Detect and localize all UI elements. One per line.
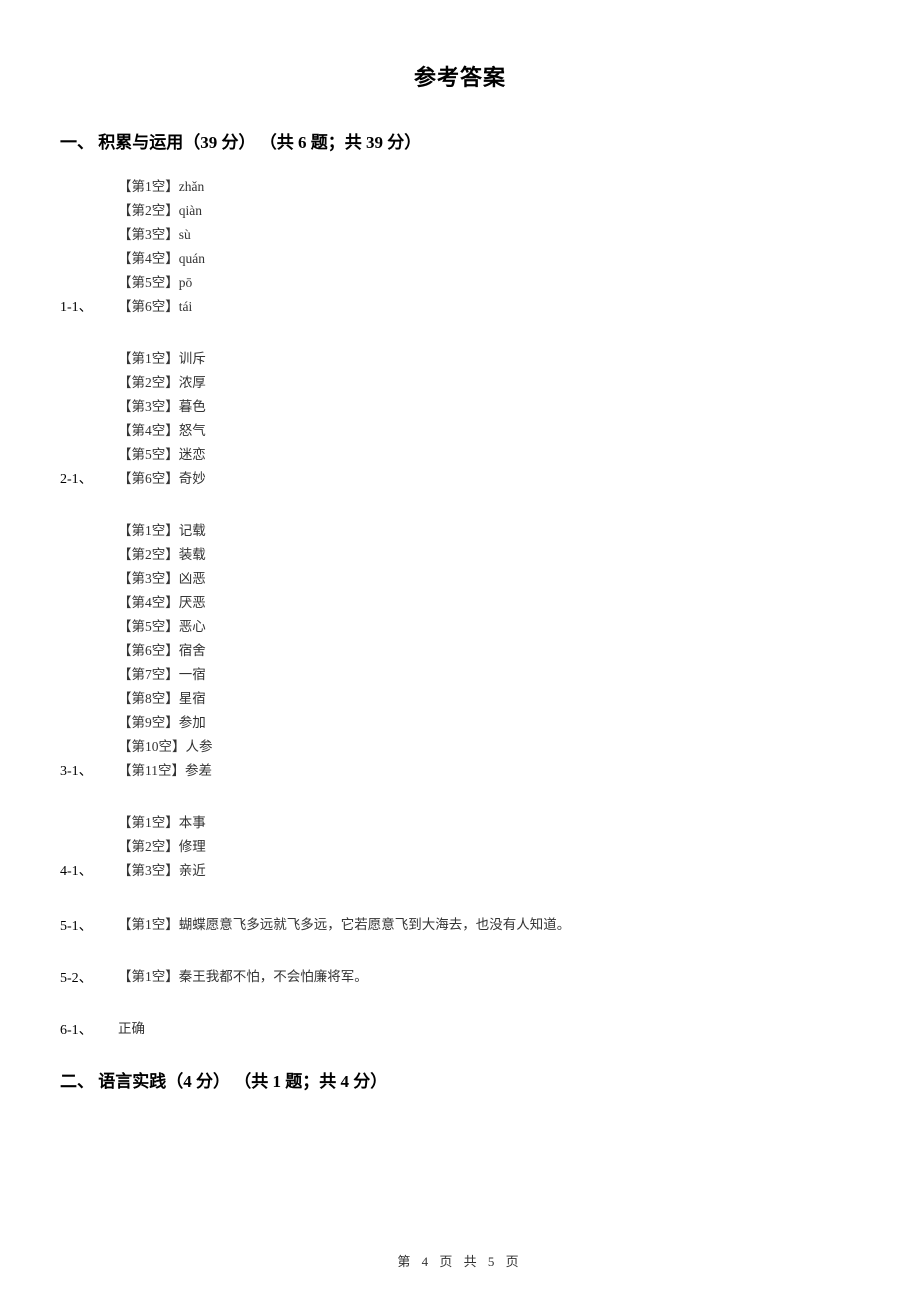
answer-line: 【第5空】pō	[118, 271, 860, 295]
answer-line: 【第4空】怒气	[118, 419, 860, 443]
answer-line: 【第3空】sù	[118, 223, 860, 247]
answer-single: 6-1、 正确	[60, 1019, 860, 1039]
answer-line: 【第6空】宿舍	[118, 639, 860, 663]
answer-line: 【第3空】暮色	[118, 395, 860, 419]
question-label: 2-1、	[60, 468, 93, 488]
answer-line: 【第3空】凶恶	[118, 567, 860, 591]
answer-line: 【第2空】修理	[118, 835, 860, 859]
answer-list: 【第1空】训斥 【第2空】浓厚 【第3空】暮色 【第4空】怒气 【第5空】迷恋 …	[118, 347, 860, 491]
answer-line: 【第7空】一宿	[118, 663, 860, 687]
question-label: 4-1、	[60, 860, 93, 880]
answer-block: 【第1空】训斥 【第2空】浓厚 【第3空】暮色 【第4空】怒气 【第5空】迷恋 …	[60, 347, 860, 491]
answer-line: 【第9空】参加	[118, 711, 860, 735]
answer-block: 【第1空】本事 【第2空】修理 【第3空】亲近 4-1、	[60, 811, 860, 883]
answer-line: 【第6空】tái	[118, 295, 860, 319]
answer-line: 【第1空】本事	[118, 811, 860, 835]
question-label: 5-1、	[60, 915, 93, 935]
answer-text: 【第1空】秦王我都不怕，不会怕廉将军。	[118, 967, 860, 987]
answer-line: 【第8空】星宿	[118, 687, 860, 711]
answer-line: 【第1空】zhǎn	[118, 175, 860, 199]
question-label: 5-2、	[60, 967, 93, 987]
question-label: 6-1、	[60, 1019, 93, 1039]
answer-line: 【第2空】装载	[118, 543, 860, 567]
answer-line: 【第2空】qiàn	[118, 199, 860, 223]
answer-line: 【第6空】奇妙	[118, 467, 860, 491]
answer-list: 【第1空】zhǎn 【第2空】qiàn 【第3空】sù 【第4空】quán 【第…	[118, 175, 860, 319]
answer-single: 5-2、 【第1空】秦王我都不怕，不会怕廉将军。	[60, 967, 860, 987]
answer-block: 【第1空】记载 【第2空】装载 【第3空】凶恶 【第4空】厌恶 【第5空】恶心 …	[60, 519, 860, 783]
answer-line: 【第2空】浓厚	[118, 371, 860, 395]
question-label: 3-1、	[60, 760, 93, 780]
answer-block: 【第1空】zhǎn 【第2空】qiàn 【第3空】sù 【第4空】quán 【第…	[60, 175, 860, 319]
answer-line: 【第4空】厌恶	[118, 591, 860, 615]
page-footer: 第 4 页 共 5 页	[0, 1251, 920, 1270]
answer-text: 正确	[118, 1019, 860, 1039]
section-heading-1: 一、 积累与运用（39 分） （共 6 题；共 39 分）	[60, 128, 860, 153]
answer-line: 【第10空】人参	[118, 735, 860, 759]
answer-line: 【第3空】亲近	[118, 859, 860, 883]
answer-line: 【第4空】quán	[118, 247, 860, 271]
question-label: 1-1、	[60, 296, 93, 316]
answer-list: 【第1空】本事 【第2空】修理 【第3空】亲近	[118, 811, 860, 883]
answer-line: 【第1空】训斥	[118, 347, 860, 371]
answer-single: 5-1、 【第1空】蝴蝶愿意飞多远就飞多远，它若愿意飞到大海去，也没有人知道。	[60, 915, 860, 935]
answer-list: 【第1空】记载 【第2空】装载 【第3空】凶恶 【第4空】厌恶 【第5空】恶心 …	[118, 519, 860, 783]
answer-line: 【第5空】迷恋	[118, 443, 860, 467]
answer-line: 【第11空】参差	[118, 759, 860, 783]
answer-line: 【第1空】记载	[118, 519, 860, 543]
answer-line: 【第5空】恶心	[118, 615, 860, 639]
section-heading-2: 二、 语言实践（4 分） （共 1 题；共 4 分）	[60, 1067, 860, 1092]
page-title: 参考答案	[60, 60, 860, 92]
answer-text: 【第1空】蝴蝶愿意飞多远就飞多远，它若愿意飞到大海去，也没有人知道。	[118, 915, 860, 935]
document-page: 参考答案 一、 积累与运用（39 分） （共 6 题；共 39 分） 【第1空】…	[0, 0, 920, 1302]
